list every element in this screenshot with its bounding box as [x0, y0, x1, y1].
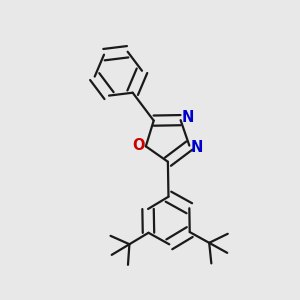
- Text: O: O: [133, 138, 145, 153]
- Text: N: N: [182, 110, 194, 125]
- Text: N: N: [191, 140, 203, 155]
